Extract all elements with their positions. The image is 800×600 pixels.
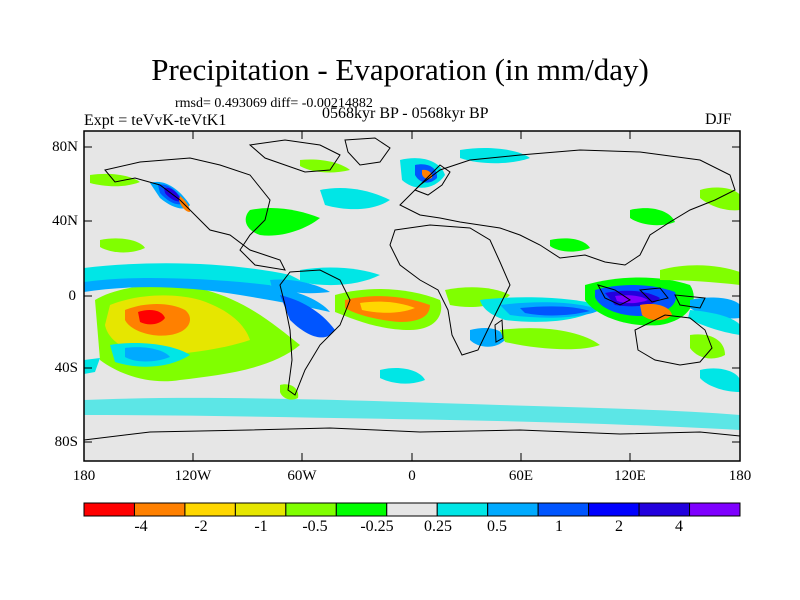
stats-text: rmsd= 0.493069 diff= -0.00214882 [175, 96, 373, 111]
plot-title: Precipitation - Evaporation (in mm/day) [151, 52, 649, 87]
colorbar-box [285, 502, 337, 517]
colorbar-label: -0.25 [360, 518, 394, 535]
colorbar-box [234, 502, 287, 517]
colorbar-label: -0.5 [302, 518, 328, 535]
lon-label-180w: 180 [72, 468, 96, 484]
colorbar-box [638, 502, 691, 517]
lat-label-40n: 40N [52, 213, 78, 229]
colorbar-label: -1 [254, 518, 268, 535]
lat-label-80s: 80S [54, 434, 78, 450]
season-label: DJF [705, 111, 732, 128]
colorbar-box [335, 502, 388, 517]
colorbar-label: 2 [615, 518, 623, 535]
lon-label-0: 0 [408, 468, 416, 484]
colorbar-box [537, 502, 590, 517]
lon-label-120e: 120E [614, 468, 646, 484]
lon-label-120w: 120W [174, 468, 212, 484]
lat-label-80n: 80N [52, 139, 78, 155]
colorbar-box [386, 502, 438, 517]
colorbar-box [184, 502, 236, 517]
precip-evap-field [84, 147, 740, 430]
experiment-label: Expt = teVvK-teVtK1 [84, 112, 227, 129]
lon-label-60w: 60W [287, 468, 317, 484]
colorbar-label: 1 [555, 518, 563, 535]
colorbar-label: -4 [134, 518, 148, 535]
lon-label-60e: 60E [508, 468, 534, 484]
colorbar-box [588, 502, 640, 517]
colorbar-label: -2 [194, 518, 208, 535]
colorbar-box [487, 502, 539, 517]
period-label: 0568kyr BP - 0568kyr BP [322, 105, 489, 122]
colorbar-label: 0.25 [424, 518, 452, 535]
lon-label-180e: 180 [728, 468, 752, 484]
coastlines [84, 137, 740, 441]
colorbar-box [689, 502, 741, 517]
axis-ticks [83, 131, 741, 461]
colorbar-box [133, 502, 186, 517]
colorbar [83, 502, 741, 517]
colorbar-label: 4 [675, 518, 683, 535]
colorbar-box [83, 502, 135, 517]
colorbar-box [436, 502, 489, 517]
colorbar-label: 0.5 [487, 518, 507, 535]
lat-label-40s: 40S [54, 360, 78, 376]
lat-label-0: 0 [68, 288, 77, 304]
